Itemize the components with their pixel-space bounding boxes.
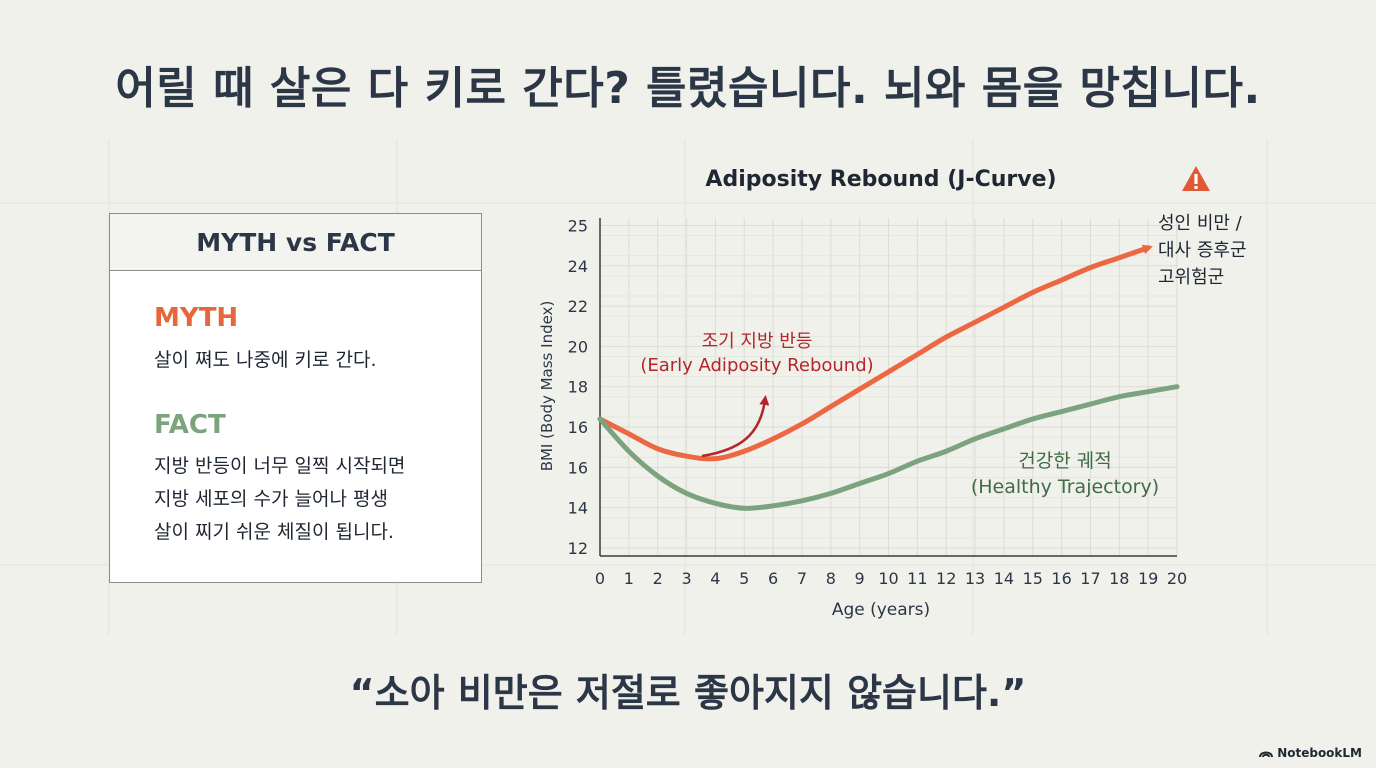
x-tick-label: 9 <box>855 569 865 588</box>
fact-label: FACT <box>154 410 226 440</box>
healthy-label-en: (Healthy Trajectory) <box>971 476 1159 498</box>
fact-line: 지방 세포의 수가 늘어나 평생 <box>154 488 388 510</box>
x-axis-label: Age (years) <box>832 600 930 620</box>
risk-label-line: 고위험군 <box>1158 267 1224 288</box>
x-tick-label: 4 <box>710 569 720 588</box>
y-tick-label: 12 <box>568 539 588 558</box>
fact-line: 살이 찌기 쉬운 체질이 됩니다. <box>154 521 394 543</box>
x-tick-label: 7 <box>797 569 807 588</box>
y-tick-label: 18 <box>568 378 588 397</box>
x-tick-label: 12 <box>936 569 956 588</box>
y-axis-label: BMI (Body Mass Index) <box>538 301 556 472</box>
x-tick-label: 13 <box>965 569 985 588</box>
myth-fact-card: MYTH vs FACT MYTH 살이 쪄도 나중에 키로 간다. FACT … <box>109 213 482 583</box>
warning-triangle-icon <box>1182 166 1210 191</box>
x-tick-label: 0 <box>595 569 605 588</box>
risk-label-line: 성인 비만 / <box>1158 213 1243 234</box>
y-tick-label: 14 <box>568 499 588 518</box>
myth-text: 살이 쪄도 나중에 키로 간다. <box>154 349 377 371</box>
x-tick-label: 17 <box>1080 569 1100 588</box>
y-tick-label: 22 <box>568 297 588 316</box>
notebooklm-logo-icon <box>1259 751 1274 758</box>
y-tick-label: 24 <box>568 257 588 276</box>
x-tick-label: 11 <box>907 569 927 588</box>
x-tick-label: 19 <box>1138 569 1158 588</box>
healthy-trajectory-line <box>597 384 1180 511</box>
x-tick-label: 6 <box>768 569 778 588</box>
x-tick-label: 8 <box>826 569 836 588</box>
y-tick-label: 20 <box>568 337 588 356</box>
brand-name: NotebookLM <box>1277 746 1362 760</box>
page-headline: 어릴 때 살은 다 키로 간다? 틀렸습니다. 뇌와 몸을 망칩니다. <box>115 63 1261 114</box>
early-rebound-line <box>597 244 1153 462</box>
risk-label-line: 대사 증후군 <box>1158 240 1247 261</box>
x-tick-label: 20 <box>1167 569 1187 588</box>
x-tick-label: 15 <box>1023 569 1043 588</box>
adiposity-rebound-chart: 0 1 2 3 4 5 6 7 8 9 10 11 12 13 14 15 16 17 18 19 2025242220… <box>538 166 1247 620</box>
healthy-label-ko: 건강한 궤적 <box>1018 450 1111 472</box>
fact-line: 지방 반등이 너무 일찍 시작되면 <box>154 455 406 477</box>
chart-title: Adiposity Rebound (J-Curve) <box>705 167 1056 192</box>
card-title: MYTH vs FACT <box>110 214 481 271</box>
fact-text: 지방 반등이 너무 일찍 시작되면 지방 세포의 수가 늘어나 평생 살이 찌기… <box>154 450 481 549</box>
x-tick-label: 2 <box>653 569 663 588</box>
x-tick-label: 10 <box>878 569 898 588</box>
brand-badge: NotebookLM <box>1259 746 1362 760</box>
x-tick-label: 16 <box>1051 569 1071 588</box>
early-rebound-label-ko: 조기 지방 반등 <box>702 331 813 352</box>
y-tick-label: 16 <box>568 458 588 477</box>
x-tick-label: 1 <box>624 569 634 588</box>
closing-quote: “소아 비만은 저절로 좋아지지 않습니다.” <box>349 671 1027 715</box>
myth-label: MYTH <box>154 303 239 333</box>
x-tick-label: 14 <box>994 569 1014 588</box>
y-tick-label: 16 <box>568 418 588 437</box>
x-tick-label: 18 <box>1109 569 1129 588</box>
x-tick-label: 3 <box>681 569 691 588</box>
y-tick-label: 25 <box>568 216 588 235</box>
x-tick-label: 5 <box>739 569 749 588</box>
early-rebound-label-en: (Early Adiposity Rebound) <box>640 355 873 376</box>
rebound-arrow <box>701 395 770 458</box>
